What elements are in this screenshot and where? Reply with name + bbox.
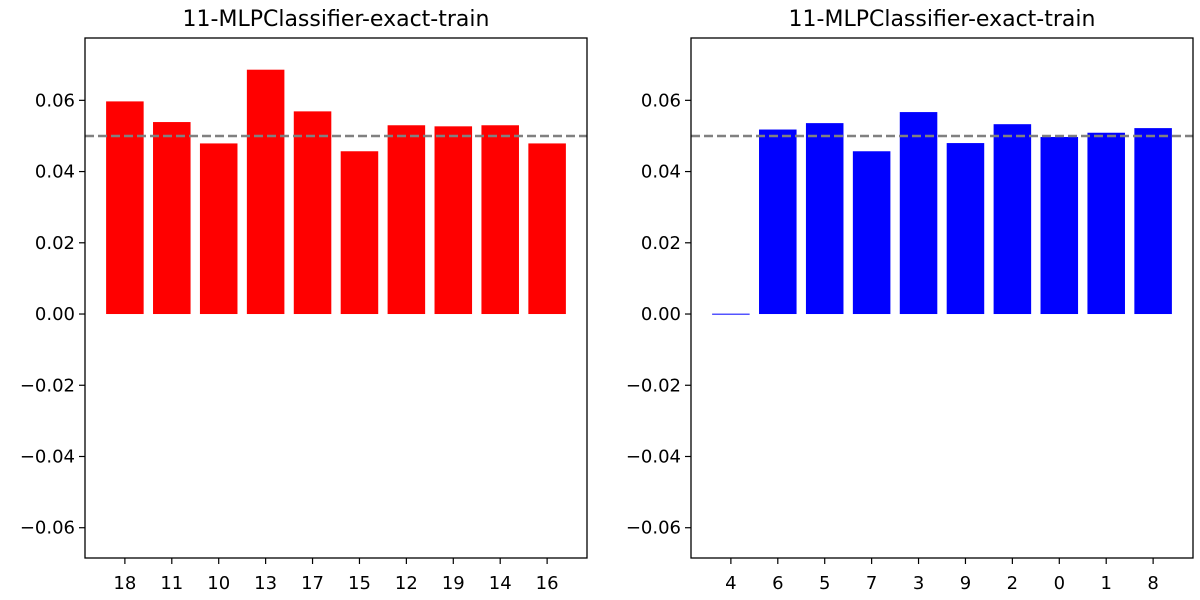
bar-1 xyxy=(1087,132,1125,315)
x-tick-label: 0 xyxy=(1054,573,1065,594)
y-tick-label: −0.04 xyxy=(626,446,681,467)
chart-title: 11-MLPClassifier-exact-train xyxy=(789,7,1096,32)
right-bar-chart: 11-MLPClassifier-exact-train 0.06 0.04 0.02… xyxy=(626,7,1194,594)
y-tick-label: 0.00 xyxy=(35,304,75,325)
x-tick-label: 1 xyxy=(1100,573,1111,594)
y-tick-label: 0.02 xyxy=(35,233,75,254)
bar-8 xyxy=(1134,128,1172,315)
bar-10 xyxy=(199,143,238,315)
x-tick-label: 9 xyxy=(960,573,971,594)
y-tick-label: −0.04 xyxy=(20,446,75,467)
axes-frame xyxy=(84,37,588,559)
bar-19 xyxy=(434,126,473,315)
bar-18 xyxy=(106,101,144,315)
x-tick-label: 15 xyxy=(348,573,371,594)
y-tick-label: 0.04 xyxy=(35,162,75,183)
x-tick-label: 7 xyxy=(866,573,877,594)
x-tick-label: 17 xyxy=(301,573,324,594)
x-tick-label: 14 xyxy=(489,573,512,594)
bar-14 xyxy=(481,125,519,315)
x-tick-label: 10 xyxy=(207,573,230,594)
bar-16 xyxy=(528,143,566,315)
chart-title: 11-MLPClassifier-exact-train xyxy=(183,7,490,32)
x-tick-label: 12 xyxy=(395,573,418,594)
bar-15 xyxy=(340,151,379,315)
bar-3 xyxy=(899,112,938,315)
bar-11 xyxy=(153,122,191,315)
y-tick-label: 0.04 xyxy=(641,162,681,183)
x-tick-label: 16 xyxy=(536,573,559,594)
axes-frame xyxy=(690,37,1194,559)
y-tick-label: 0.06 xyxy=(641,90,681,111)
bar-7 xyxy=(852,151,891,315)
bar-6 xyxy=(759,129,797,315)
x-tick-label: 6 xyxy=(772,573,783,594)
y-tick-label: −0.02 xyxy=(626,375,681,396)
y-tick-label: −0.02 xyxy=(20,375,75,396)
x-tick-label: 3 xyxy=(913,573,924,594)
y-tick-label: 0.06 xyxy=(35,90,75,111)
x-tick-label: 13 xyxy=(254,573,277,594)
bar-4 xyxy=(712,313,750,315)
bar-17 xyxy=(293,111,332,315)
bar-12 xyxy=(387,125,426,315)
x-tick-label: 5 xyxy=(819,573,830,594)
bar-9 xyxy=(946,143,985,315)
x-tick-label: 2 xyxy=(1007,573,1018,594)
x-tick-label: 19 xyxy=(442,573,465,594)
left-bar-chart: 11-MLPClassifier-exact-train 0.06 0.04 0.02… xyxy=(20,7,588,594)
bar-5 xyxy=(805,123,844,315)
x-tick-label: 8 xyxy=(1147,573,1158,594)
bar-2 xyxy=(993,124,1032,315)
y-tick-label: 0.00 xyxy=(641,304,681,325)
x-tick-label: 18 xyxy=(113,573,136,594)
bar-0 xyxy=(1040,137,1079,315)
y-tick-label: −0.06 xyxy=(20,518,75,539)
bar-13 xyxy=(246,69,285,315)
y-tick-label: 0.02 xyxy=(641,233,681,254)
x-tick-label: 4 xyxy=(725,573,736,594)
y-tick-label: −0.06 xyxy=(626,518,681,539)
x-tick-label: 11 xyxy=(160,573,183,594)
